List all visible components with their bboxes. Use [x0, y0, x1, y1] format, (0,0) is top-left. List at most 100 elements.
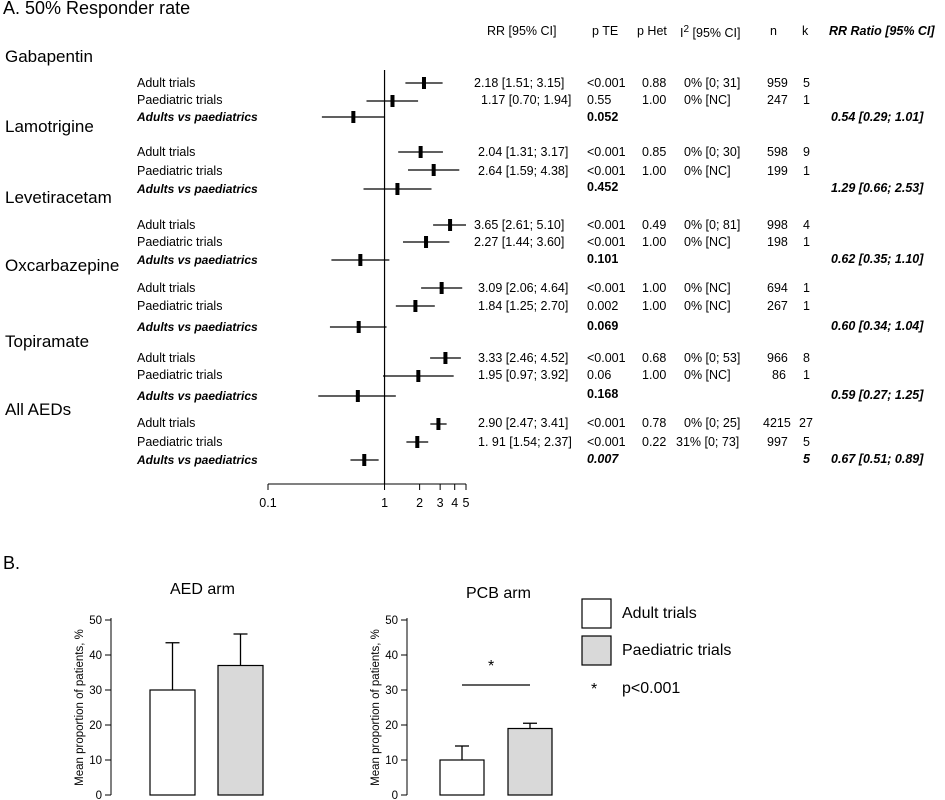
cell-i2: 0% [0; 30]: [684, 145, 741, 159]
bar: [149, 689, 196, 796]
cell-n: 959: [767, 76, 788, 90]
cell-n: 4215: [763, 416, 791, 430]
legend-sig-label: p<0.001: [622, 680, 681, 697]
legend-adult-label: Adult trials: [622, 605, 697, 622]
cell-pte-comparison: 0.069: [587, 319, 619, 333]
cell-pte: 0.002: [587, 299, 619, 313]
point-estimate: [424, 236, 429, 248]
cell-k: 1: [803, 235, 810, 249]
cell-pte-comparison: 0.007: [587, 452, 619, 466]
cell-pte: 0.55: [587, 93, 612, 107]
y-axis-label: Mean proportion of patients, %: [74, 629, 86, 786]
cell-pte: 0.06: [587, 368, 612, 382]
cell-pte: <0.001: [587, 164, 626, 178]
cell-k: 8: [803, 351, 810, 365]
cell-pte-comparison: 0.101: [587, 252, 619, 266]
header-rr-ratio: RR Ratio [95% CI]: [829, 24, 935, 38]
cell-phet: 1.00: [642, 281, 667, 295]
cell-phet: 1.00: [642, 164, 667, 178]
y-tick-label: 10: [385, 755, 398, 767]
row-label-adult: Adult trials: [137, 76, 196, 90]
point-estimate: [413, 300, 418, 312]
cell-pte-comparison: 0.168: [587, 387, 619, 401]
row-label-adult: Adult trials: [137, 218, 196, 232]
x-tick-label: 1: [381, 496, 388, 510]
y-tick-label: 10: [89, 755, 102, 767]
y-tick-label: 20: [385, 720, 398, 732]
cell-i2: 0% [NC]: [684, 235, 731, 249]
cell-i2: 0% [NC]: [684, 93, 731, 107]
x-tick-label: 2: [416, 496, 423, 510]
row-label-comparison: Adults vs paediatrics: [137, 253, 258, 267]
point-estimate: [395, 183, 400, 195]
cell-pte: <0.001: [587, 76, 626, 90]
row-label-adult: Adult trials: [137, 281, 196, 295]
point-estimate: [418, 146, 423, 158]
cell-rr-ratio: 0.54 [0.29; 1.01]: [831, 110, 924, 124]
cell-i2: 0% [0; 81]: [684, 218, 741, 232]
cell-n: 247: [767, 93, 788, 107]
cell-rr: 2.18 [1.51; 3.15]: [474, 76, 565, 90]
y-tick-label: 0: [96, 790, 102, 800]
point-estimate: [390, 95, 395, 107]
x-tick-label: 5: [463, 496, 470, 510]
row-label-adult: Adult trials: [137, 145, 196, 159]
row-label-adult: Adult trials: [137, 351, 196, 365]
cell-rr: 3.65 [2.61; 5.10]: [474, 218, 565, 232]
cell-k: 1: [803, 281, 810, 295]
point-estimate: [415, 436, 420, 448]
row-label-comparison: Adults vs paediatrics: [137, 389, 258, 403]
cell-pte: <0.001: [587, 145, 626, 159]
cell-rr: 3.09 [2.06; 4.64]: [478, 281, 569, 295]
group-name-oxcarbazepine: Oxcarbazepine: [5, 256, 120, 275]
cell-n: 694: [767, 281, 788, 295]
cell-n: 267: [767, 299, 788, 313]
y-tick-label: 30: [89, 685, 102, 697]
cell-n: 86: [772, 368, 786, 382]
row-label-comparison: Adults vs paediatrics: [137, 110, 258, 124]
cell-i2: 31% [0; 73]: [676, 435, 740, 449]
cell-rr-ratio: 0.62 [0.35; 1.10]: [831, 252, 924, 266]
cell-phet: 1.00: [642, 235, 667, 249]
cell-phet: 0.88: [642, 76, 667, 90]
cell-i2: 0% [0; 53]: [684, 351, 741, 365]
cell-phet: 1.00: [642, 93, 667, 107]
row-label-paed: Paediatric trials: [137, 299, 223, 313]
cell-phet: 0.85: [642, 145, 667, 159]
cell-pte-comparison: 0.452: [587, 180, 619, 194]
header-k: k: [802, 24, 809, 38]
cell-pte: <0.001: [587, 351, 626, 365]
cell-n: 998: [767, 218, 788, 232]
x-tick-label: 3: [437, 496, 444, 510]
cell-rr-ratio: 0.60 [0.34; 1.04]: [831, 319, 924, 333]
cell-i2: 0% [NC]: [684, 164, 731, 178]
y-tick-label: 30: [385, 685, 398, 697]
cell-k: 5: [803, 435, 810, 449]
cell-k: 27: [799, 416, 813, 430]
point-estimate: [351, 111, 356, 123]
cell-rr: 1. 91 [1.54; 2.37]: [478, 435, 572, 449]
cell-phet: 0.78: [642, 416, 667, 430]
panel-b-title: B.: [3, 553, 21, 573]
cell-i2: 0% [0; 25]: [684, 416, 741, 430]
point-estimate: [356, 321, 361, 333]
cell-rr-ratio: 1.29 [0.66; 2.53]: [831, 181, 924, 195]
cell-k: 4: [803, 218, 810, 232]
cell-phet: 1.00: [642, 368, 667, 382]
point-estimate: [416, 370, 421, 382]
y-tick-label: 50: [385, 615, 398, 627]
cell-pte: <0.001: [587, 435, 626, 449]
y-tick-label: 40: [385, 650, 398, 662]
row-label-paed: Paediatric trials: [137, 235, 223, 249]
cell-k-comparison: 5: [803, 452, 810, 466]
cell-phet: 1.00: [642, 299, 667, 313]
x-tick-label: 0.1: [259, 496, 276, 510]
row-label-comparison: Adults vs paediatrics: [137, 182, 258, 196]
row-label-paed: Paediatric trials: [137, 435, 223, 449]
cell-phet: 0.22: [642, 435, 667, 449]
cell-rr-ratio: 0.67 [0.51; 0.89]: [831, 452, 924, 466]
cell-i2: 0% [0; 31]: [684, 76, 741, 90]
point-estimate: [443, 352, 448, 364]
x-tick-label: 4: [451, 496, 458, 510]
